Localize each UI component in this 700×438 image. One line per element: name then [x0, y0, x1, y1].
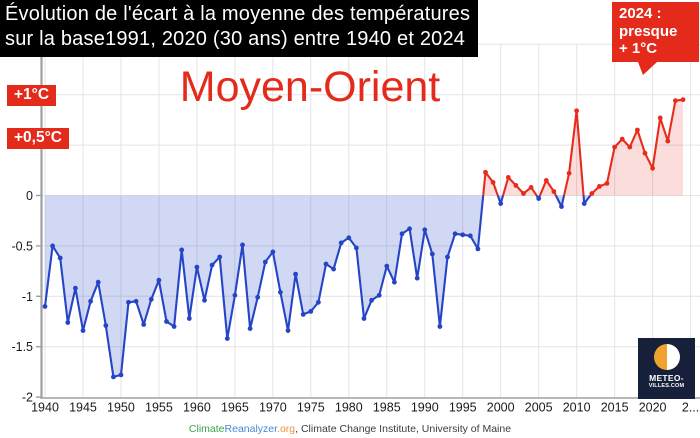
- half-moon-circle-icon: [653, 344, 680, 370]
- credit-reanalyzer: Reanalyzer: [224, 423, 278, 435]
- logo-text-line1: METEO-: [649, 373, 684, 383]
- svg-text:1955: 1955: [145, 401, 173, 415]
- svg-text:1985: 1985: [373, 401, 401, 415]
- svg-text:2005: 2005: [525, 401, 553, 415]
- svg-text:-0.5: -0.5: [11, 239, 33, 253]
- svg-text:1965: 1965: [221, 401, 249, 415]
- credit-climate: Climate: [188, 423, 225, 435]
- annotation-2024-bubble: 2024 : presque + 1°C: [612, 2, 699, 75]
- svg-text:-2: -2: [22, 391, 33, 405]
- svg-text:1950: 1950: [107, 401, 135, 415]
- svg-text:1975: 1975: [297, 401, 325, 415]
- chart-title-banner: Évolution de l'écart à la moyenne des te…: [0, 0, 479, 57]
- bubble-tail-icon: [638, 61, 657, 75]
- footer-credit: ClimateReanalyzer.org, Climate Change In…: [0, 423, 700, 435]
- svg-text:1990: 1990: [411, 401, 439, 415]
- svg-text:2000: 2000: [487, 401, 515, 415]
- svg-text:-1.5: -1.5: [11, 340, 33, 354]
- svg-text:1995: 1995: [449, 401, 477, 415]
- credit-org: .org: [277, 423, 296, 435]
- region-title: Moyen-Orient: [179, 63, 441, 111]
- svg-text:-1: -1: [22, 290, 33, 304]
- svg-text:1970: 1970: [259, 401, 287, 415]
- svg-text:2010: 2010: [563, 401, 591, 415]
- y-callout-plus1: +1°C: [7, 85, 57, 106]
- annotation-line2: presque: [619, 22, 678, 40]
- annotation-line1: 2024 :: [619, 5, 662, 22]
- y-callout-plus05: +0,5°C: [7, 128, 69, 149]
- svg-text:0: 0: [26, 189, 33, 203]
- svg-text:2015: 2015: [601, 401, 629, 415]
- svg-text:1980: 1980: [335, 401, 363, 415]
- credit-institute: , Climate Change Institute, University o…: [295, 423, 512, 435]
- svg-text:2...: 2...: [682, 401, 699, 415]
- svg-text:1945: 1945: [69, 401, 97, 415]
- chart-title-line1: Évolution de l'écart à la moyenne des te…: [5, 3, 471, 25]
- chart-title-line2: sur la base1991, 2020 (30 ans) entre 194…: [5, 28, 466, 50]
- logo-text-line2: VILLES.COM: [648, 383, 685, 389]
- svg-text:1940: 1940: [31, 401, 59, 415]
- meteo-villes-logo: METEO- VILLES.COM: [638, 338, 695, 399]
- svg-text:1960: 1960: [183, 401, 211, 415]
- svg-text:2020: 2020: [639, 401, 667, 415]
- annotation-line3: + 1°C: [619, 40, 658, 57]
